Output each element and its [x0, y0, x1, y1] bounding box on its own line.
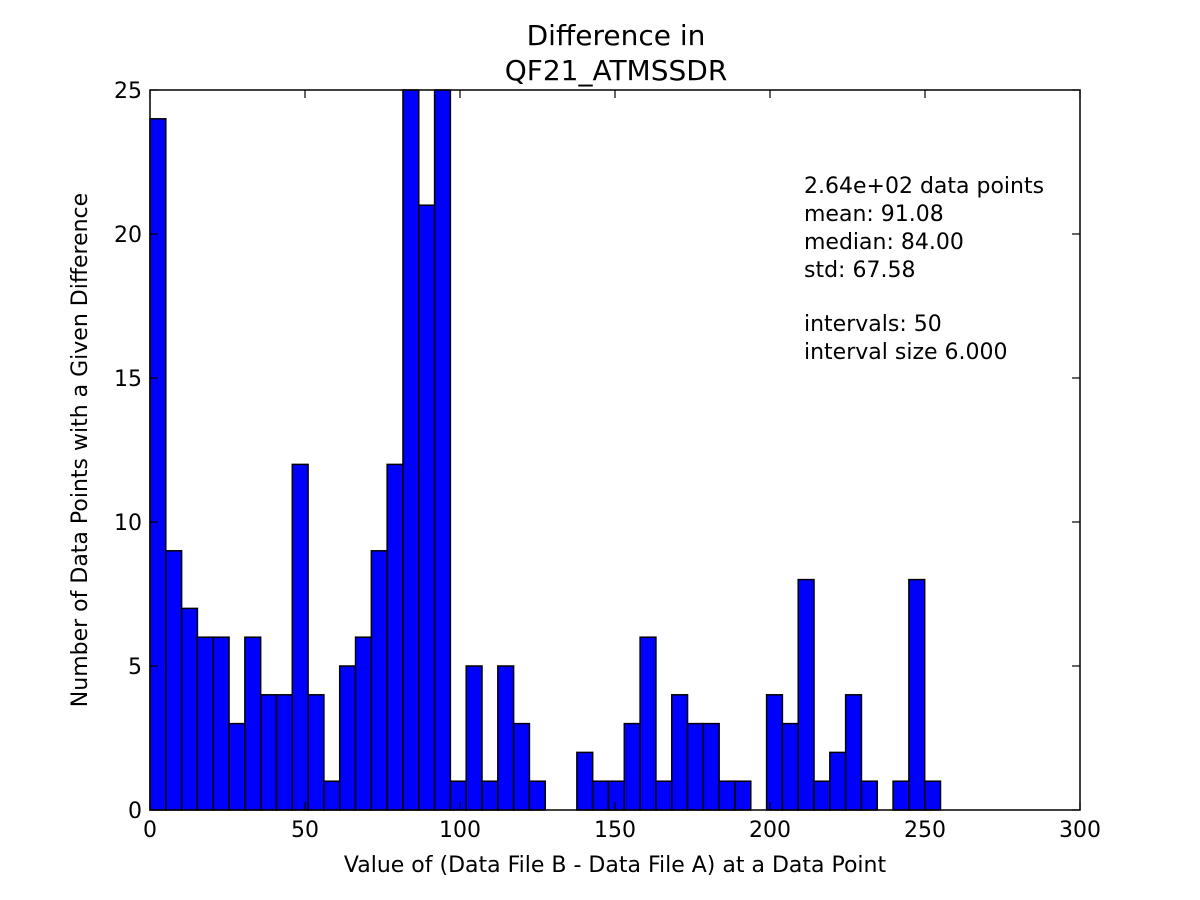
stats-box: 2.64e+02 data points mean: 91.08 median:…: [804, 174, 1044, 365]
histogram-bar: [465, 665, 483, 811]
histogram-bar: [449, 780, 467, 811]
histogram-bar: [844, 694, 863, 811]
histogram-bar: [307, 694, 325, 811]
histogram-bar: [734, 780, 752, 811]
x-tick-label: 200: [749, 818, 791, 843]
stats-mean: mean: 91.08: [804, 202, 944, 227]
x-tick-label: 300: [1059, 818, 1101, 843]
histogram-bar: [259, 694, 278, 811]
histogram-bar: [291, 463, 309, 811]
ticks-group: 0 50 100 150 200 250 300 0 5 10 15 20 25: [114, 79, 1101, 843]
x-tick-label: 50: [291, 818, 319, 843]
stats-std: std: 67.58: [804, 258, 915, 283]
histogram-bar: [433, 89, 452, 811]
histogram-bar: [481, 780, 499, 811]
histogram-bar: [670, 694, 689, 811]
histogram-bar: [686, 722, 705, 811]
y-tick-label: 0: [128, 799, 142, 824]
chart-title-line-1: Difference in: [527, 19, 706, 52]
stats-interval-size: interval size 6.000: [804, 340, 1008, 365]
histogram-bar: [829, 751, 847, 811]
x-tick-label: 100: [439, 818, 481, 843]
histogram-bar: [655, 780, 673, 811]
histogram-bar: [860, 780, 879, 811]
histogram-bar: [623, 722, 641, 811]
histogram-bar: [781, 722, 799, 811]
y-tick-label: 15: [114, 367, 142, 392]
stats-intervals: intervals: 50: [804, 312, 942, 337]
x-tick-label: 0: [143, 818, 157, 843]
histogram-bar: [765, 694, 784, 811]
y-tick-label: 20: [114, 223, 142, 248]
histogram-bar: [702, 722, 720, 811]
stats-count: 2.64e+02 data points: [804, 174, 1044, 199]
histogram-bar: [323, 780, 341, 811]
histogram-bar: [275, 694, 294, 811]
histogram-bar: [497, 665, 515, 811]
histogram-bar: [244, 636, 262, 811]
histogram-bar: [908, 578, 926, 811]
histogram-bar: [512, 722, 531, 811]
plot-frame: [149, 89, 1081, 811]
x-tick-label: 150: [594, 818, 636, 843]
y-tick-label: 10: [114, 511, 142, 536]
y-tick-label: 25: [114, 79, 142, 104]
histogram-bar: [528, 780, 547, 811]
histogram-bar: [607, 780, 626, 811]
histogram-bar: [591, 780, 610, 811]
histogram-bar: [418, 204, 436, 811]
histogram-bar: [813, 780, 831, 811]
histogram-bar: [576, 751, 594, 811]
histogram-bar: [386, 463, 404, 811]
histogram-bar: [892, 780, 910, 811]
histogram-bar: [370, 550, 388, 811]
histogram-bar: [402, 89, 420, 811]
chart-title-line-2: QF21_ATMSSDR: [505, 54, 728, 87]
histogram-bar: [718, 780, 736, 811]
histogram-bar: [354, 636, 373, 811]
x-tick-label: 250: [904, 818, 946, 843]
histogram-bar: [923, 780, 942, 811]
histogram-bar: [639, 636, 657, 811]
histogram-bar: [797, 578, 815, 811]
y-tick-label: 5: [128, 655, 142, 680]
histogram-bar: [180, 607, 199, 811]
x-axis-label: Value of (Data File B - Data File A) at …: [344, 853, 887, 878]
stats-median: median: 84.00: [804, 230, 964, 255]
histogram-bar: [196, 636, 214, 811]
histogram-bar: [228, 722, 246, 811]
histogram-bar: [212, 636, 230, 811]
histogram-bar: [165, 550, 183, 811]
y-axis-label: Number of Data Points with a Given Diffe…: [68, 193, 93, 707]
histogram-bar: [149, 118, 167, 811]
histogram-bar: [338, 665, 357, 811]
